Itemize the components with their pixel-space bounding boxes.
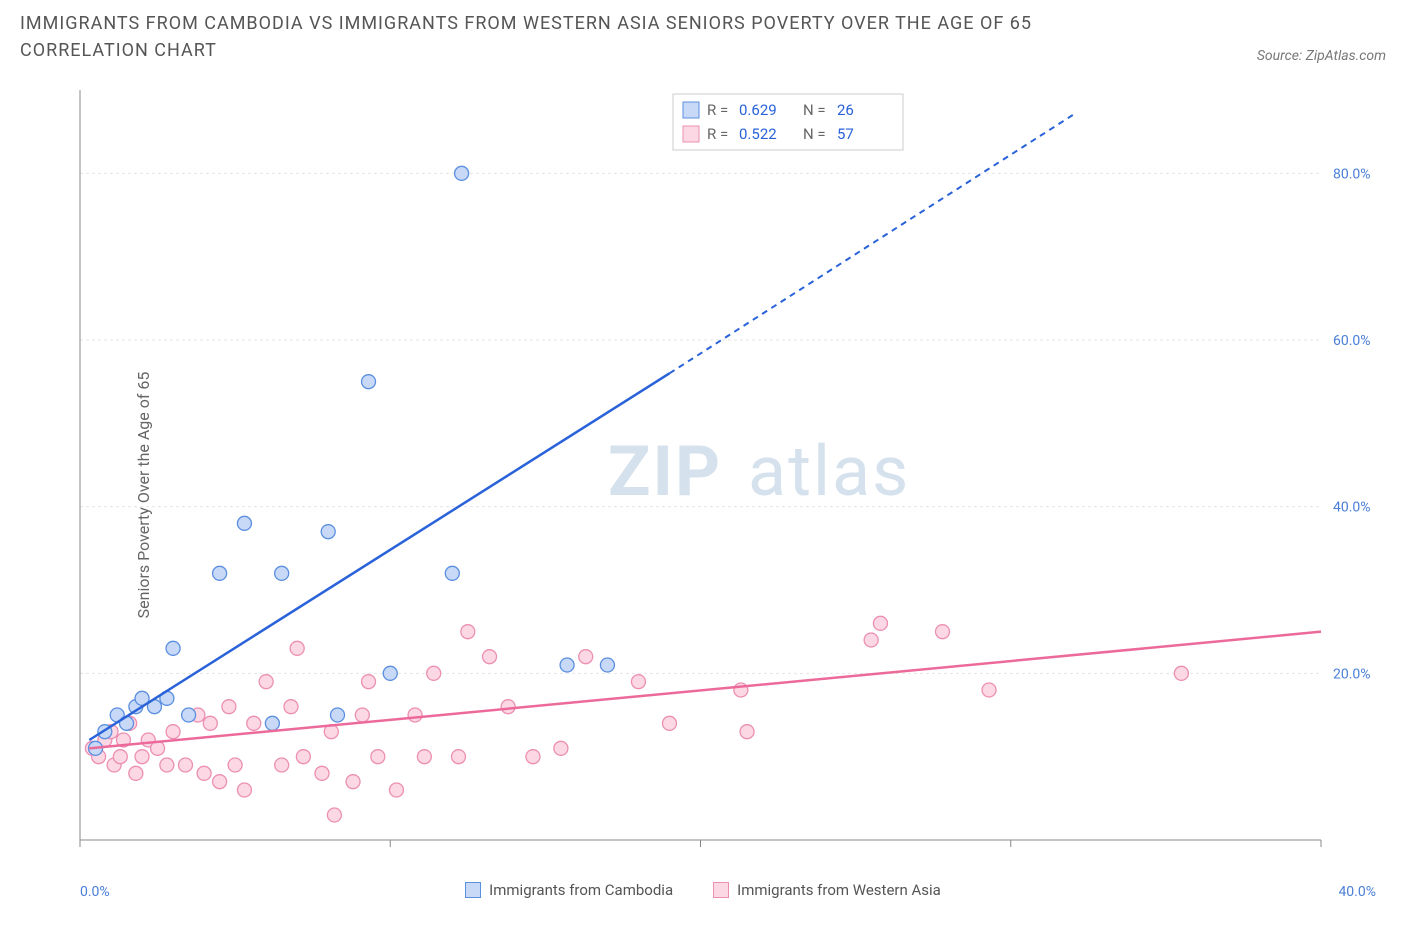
data-point-cambodia [445, 566, 459, 580]
stats-r-label: R = [707, 101, 728, 119]
legend-item-cambodia: Immigrants from Cambodia [465, 881, 673, 899]
data-point-western-asia [228, 758, 242, 772]
y-tick-label: 40.0% [1333, 500, 1371, 516]
data-point-western-asia [408, 708, 422, 722]
chart-title: IMMIGRANTS FROM CAMBODIA VS IMMIGRANTS F… [20, 10, 1120, 64]
data-point-cambodia [166, 641, 180, 655]
stats-n-value: 26 [837, 101, 854, 119]
chart-container: Seniors Poverty Over the Age of 65 20.0%… [20, 80, 1386, 910]
data-point-western-asia [554, 741, 568, 755]
data-point-western-asia [166, 725, 180, 739]
data-point-western-asia [417, 750, 431, 764]
scatter-plot: 20.0% 40.0% 60.0% 80.0% ZIP atlas R = 0.629 N = 2… [70, 80, 1386, 870]
data-point-cambodia [331, 708, 345, 722]
data-point-western-asia [662, 716, 676, 730]
data-point-western-asia [135, 750, 149, 764]
data-point-western-asia [526, 750, 540, 764]
data-point-western-asia [327, 808, 341, 822]
watermark: atlas [748, 431, 910, 513]
data-point-cambodia [362, 375, 376, 389]
data-point-western-asia [483, 650, 497, 664]
data-point-western-asia [160, 758, 174, 772]
data-point-western-asia [213, 775, 227, 789]
stats-n-label: N = [803, 125, 826, 143]
data-point-western-asia [362, 675, 376, 689]
data-point-cambodia [213, 566, 227, 580]
data-point-western-asia [284, 700, 298, 714]
data-point-western-asia [222, 700, 236, 714]
stats-r-value: 0.522 [739, 125, 777, 143]
legend-swatch-pink [713, 882, 729, 898]
data-point-western-asia [452, 750, 466, 764]
data-point-cambodia [237, 516, 251, 530]
data-point-western-asia [579, 650, 593, 664]
trendline-cambodia-extrapolated [669, 115, 1072, 373]
data-point-western-asia [275, 758, 289, 772]
stats-n-label: N = [803, 101, 826, 119]
legend-label-cambodia: Immigrants from Cambodia [489, 881, 673, 899]
data-point-western-asia [203, 716, 217, 730]
x-axis-min-label: 0.0% [80, 884, 110, 900]
y-tick-label: 60.0% [1333, 333, 1371, 349]
data-point-western-asia [237, 783, 251, 797]
stats-swatch-pink [683, 126, 699, 142]
x-axis-legend-row: 0.0% Immigrants from Cambodia Immigrants… [20, 870, 1386, 910]
data-point-western-asia [389, 783, 403, 797]
stats-n-value: 57 [837, 125, 854, 143]
legend-label-western-asia: Immigrants from Western Asia [737, 881, 941, 899]
y-tick-label: 80.0% [1333, 166, 1371, 182]
x-axis-max-label: 40.0% [1338, 884, 1376, 900]
data-point-western-asia [355, 708, 369, 722]
data-point-cambodia [383, 666, 397, 680]
data-point-western-asia [178, 758, 192, 772]
stats-r-label: R = [707, 125, 728, 143]
data-point-western-asia [290, 641, 304, 655]
data-point-cambodia [182, 708, 196, 722]
data-point-western-asia [259, 675, 273, 689]
data-point-cambodia [275, 566, 289, 580]
data-point-cambodia [265, 716, 279, 730]
data-point-western-asia [1174, 666, 1188, 680]
source-label: Source: ZipAtlas.com [1257, 48, 1386, 64]
y-tick-label: 20.0% [1333, 666, 1371, 682]
data-point-western-asia [864, 633, 878, 647]
data-point-western-asia [296, 750, 310, 764]
data-point-cambodia [560, 658, 574, 672]
data-point-western-asia [129, 766, 143, 780]
data-point-cambodia [321, 525, 335, 539]
data-point-western-asia [982, 683, 996, 697]
data-point-western-asia [935, 625, 949, 639]
trendline-cambodia [89, 373, 669, 740]
data-point-cambodia [600, 658, 614, 672]
trendline-western-asia [89, 632, 1321, 749]
stats-r-value: 0.629 [739, 101, 777, 119]
data-point-cambodia [455, 166, 469, 180]
data-point-western-asia [501, 700, 515, 714]
data-point-western-asia [427, 666, 441, 680]
legend-item-western-asia: Immigrants from Western Asia [713, 881, 941, 899]
data-point-western-asia [346, 775, 360, 789]
data-point-western-asia [247, 716, 261, 730]
data-point-western-asia [197, 766, 211, 780]
data-point-western-asia [315, 766, 329, 780]
legend-swatch-blue [465, 882, 481, 898]
data-point-western-asia [873, 616, 887, 630]
watermark: ZIP [608, 431, 722, 513]
stats-swatch-blue [683, 102, 699, 118]
data-point-western-asia [740, 725, 754, 739]
data-point-western-asia [631, 675, 645, 689]
data-point-western-asia [371, 750, 385, 764]
data-point-western-asia [113, 750, 127, 764]
data-point-western-asia [461, 625, 475, 639]
